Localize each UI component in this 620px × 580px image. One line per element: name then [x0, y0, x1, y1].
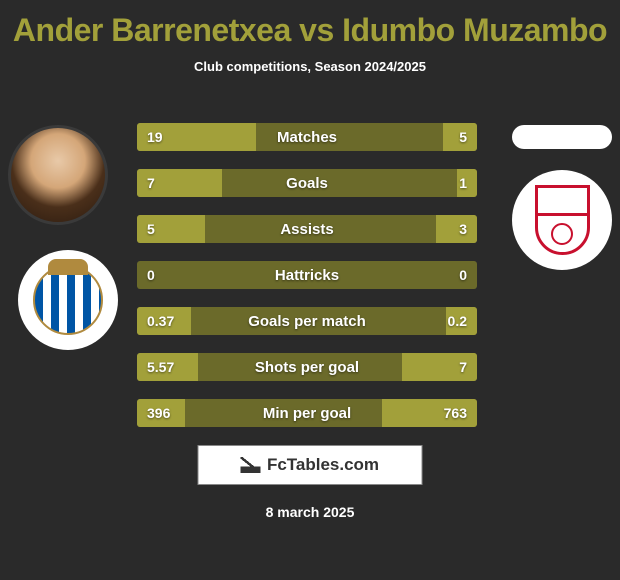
stat-value-left: 5.57	[147, 353, 174, 381]
stat-value-right: 763	[444, 399, 467, 427]
brand-label: FcTables.com	[267, 455, 379, 475]
stat-row: Goals per match0.37 0.2	[137, 307, 477, 335]
stat-value-left: 0	[147, 261, 155, 289]
club-left-crest-inner	[33, 265, 103, 335]
footer-date: 8 march 2025	[0, 504, 620, 520]
comparison-title: Ander Barrenetxea vs Idumbo Muzambo	[0, 0, 620, 49]
stat-value-right: 3	[459, 215, 467, 243]
stat-row: Goals7 1	[137, 169, 477, 197]
brand-footer: FcTables.com	[198, 445, 423, 485]
stat-row: Matches19 5	[137, 123, 477, 151]
stat-row: Assists5 3	[137, 215, 477, 243]
stat-row: Hattricks0 0	[137, 261, 477, 289]
stat-value-right: 5	[459, 123, 467, 151]
stat-value-right: 1	[459, 169, 467, 197]
stat-label: Assists	[137, 215, 477, 243]
stat-value-right: 0.2	[448, 307, 467, 335]
stat-label: Hattricks	[137, 261, 477, 289]
stat-value-right: 0	[459, 261, 467, 289]
chart-icon	[241, 457, 261, 473]
stat-value-right: 7	[459, 353, 467, 381]
stat-row: Shots per goal5.57 7	[137, 353, 477, 381]
club-right-crest	[512, 170, 612, 270]
club-right-shield-top	[538, 188, 587, 216]
stat-value-left: 396	[147, 399, 170, 427]
season-subtitle: Club competitions, Season 2024/2025	[0, 59, 620, 74]
club-right-ball-icon	[551, 223, 573, 245]
stat-value-left: 0.37	[147, 307, 174, 335]
stat-value-left: 19	[147, 123, 163, 151]
stat-label: Shots per goal	[137, 353, 477, 381]
stat-value-left: 5	[147, 215, 155, 243]
player-right-avatar	[512, 125, 612, 149]
stat-value-left: 7	[147, 169, 155, 197]
stat-label: Min per goal	[137, 399, 477, 427]
player-left-avatar	[8, 125, 108, 225]
stat-label: Matches	[137, 123, 477, 151]
stat-label: Goals	[137, 169, 477, 197]
stat-label: Goals per match	[137, 307, 477, 335]
stats-bars: Matches195Goals71Assists53Hattricks00Goa…	[137, 123, 477, 445]
club-left-crest	[18, 250, 118, 350]
club-right-shield	[535, 185, 590, 255]
stat-row: Min per goal396 763	[137, 399, 477, 427]
club-left-crown	[48, 259, 88, 275]
